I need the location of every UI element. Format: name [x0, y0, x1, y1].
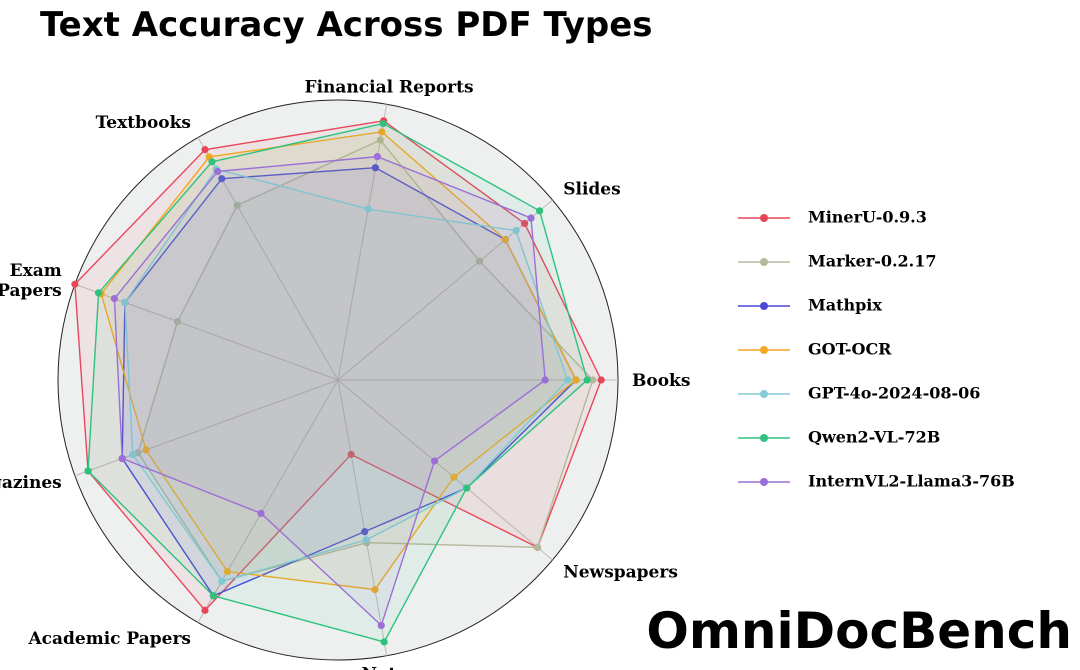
legend-marker	[760, 346, 768, 354]
data-point	[380, 638, 388, 646]
series-area	[121, 166, 577, 597]
data-point	[362, 536, 370, 544]
data-point	[450, 473, 458, 481]
data-point	[379, 119, 387, 128]
data-point	[583, 376, 591, 384]
series-area	[100, 131, 577, 591]
data-point	[527, 214, 535, 222]
data-point	[201, 606, 209, 614]
data-point	[371, 164, 380, 172]
data-point	[214, 167, 222, 176]
data-point	[572, 376, 580, 384]
legend-label: GOT-OCR	[808, 340, 892, 359]
series-area	[87, 122, 588, 643]
legend-label: MinerU-0.9.3	[808, 208, 927, 227]
spoke	[74, 283, 339, 381]
category-label: Magazines	[0, 473, 62, 493]
data-point	[121, 298, 129, 307]
data-point	[371, 585, 379, 594]
legend-label: InternVL2-Llama3-76B	[808, 472, 1015, 491]
data-point	[361, 528, 369, 536]
legend-marker	[760, 478, 768, 486]
data-point	[475, 257, 484, 265]
category-label: Newspapers	[563, 563, 678, 583]
data-point	[201, 146, 209, 154]
data-point	[257, 509, 265, 517]
category-label: Notes	[361, 664, 416, 670]
legend-marker	[760, 214, 768, 222]
category-label: Textbooks	[96, 113, 191, 133]
legend-marker	[760, 390, 768, 398]
legend-marker	[760, 434, 768, 442]
data-point	[521, 219, 529, 228]
data-point	[533, 543, 542, 551]
data-point	[94, 289, 103, 297]
data-point	[218, 577, 226, 585]
spoke	[337, 104, 388, 381]
data-point	[84, 467, 92, 475]
chart-title: Text Accuracy Across PDF Types	[40, 5, 653, 45]
data-point	[129, 451, 137, 459]
data-point	[209, 592, 217, 600]
spoke	[337, 379, 553, 561]
legend-label: Marker-0.2.17	[808, 252, 937, 271]
data-point	[223, 567, 231, 576]
legend-label: Qwen2-VL-72B	[808, 428, 940, 447]
data-point	[377, 621, 385, 630]
data-point	[110, 294, 118, 303]
data-point	[364, 205, 372, 213]
data-point	[597, 376, 605, 384]
data-point	[142, 446, 150, 454]
spoke	[337, 379, 388, 656]
data-point	[71, 280, 79, 288]
legend-marker	[760, 302, 768, 310]
data-point	[512, 227, 520, 235]
data-point	[463, 484, 471, 492]
category-label: Slides	[563, 179, 620, 199]
data-point	[501, 236, 509, 244]
category-label-line: Exam	[10, 261, 62, 281]
data-point	[173, 317, 182, 326]
legend-label: GPT-4o-2024-08-06	[808, 384, 980, 403]
category-label: Academic Papers	[27, 629, 191, 649]
data-point	[376, 136, 384, 144]
data-point	[378, 128, 386, 136]
category-label: Financial Reports	[305, 78, 474, 98]
legend-label: Mathpix	[808, 296, 882, 315]
data-point	[589, 376, 597, 384]
data-point	[541, 376, 549, 384]
data-point	[564, 376, 572, 384]
data-point	[208, 158, 216, 166]
data-point	[373, 153, 381, 161]
category-label-line: Papers	[0, 281, 62, 301]
data-point	[218, 175, 226, 183]
data-point	[118, 454, 126, 463]
data-point	[536, 207, 544, 215]
legend-marker	[760, 258, 768, 266]
series-area	[113, 155, 546, 627]
data-point	[430, 457, 439, 465]
series-area	[124, 168, 569, 583]
category-label: Books	[632, 371, 690, 391]
data-point	[347, 450, 355, 459]
spoke	[74, 379, 339, 477]
watermark: OmniDocBench	[646, 602, 1072, 660]
category-label: Exam Papers	[0, 261, 62, 301]
series-area	[137, 139, 594, 583]
data-point	[233, 201, 241, 210]
